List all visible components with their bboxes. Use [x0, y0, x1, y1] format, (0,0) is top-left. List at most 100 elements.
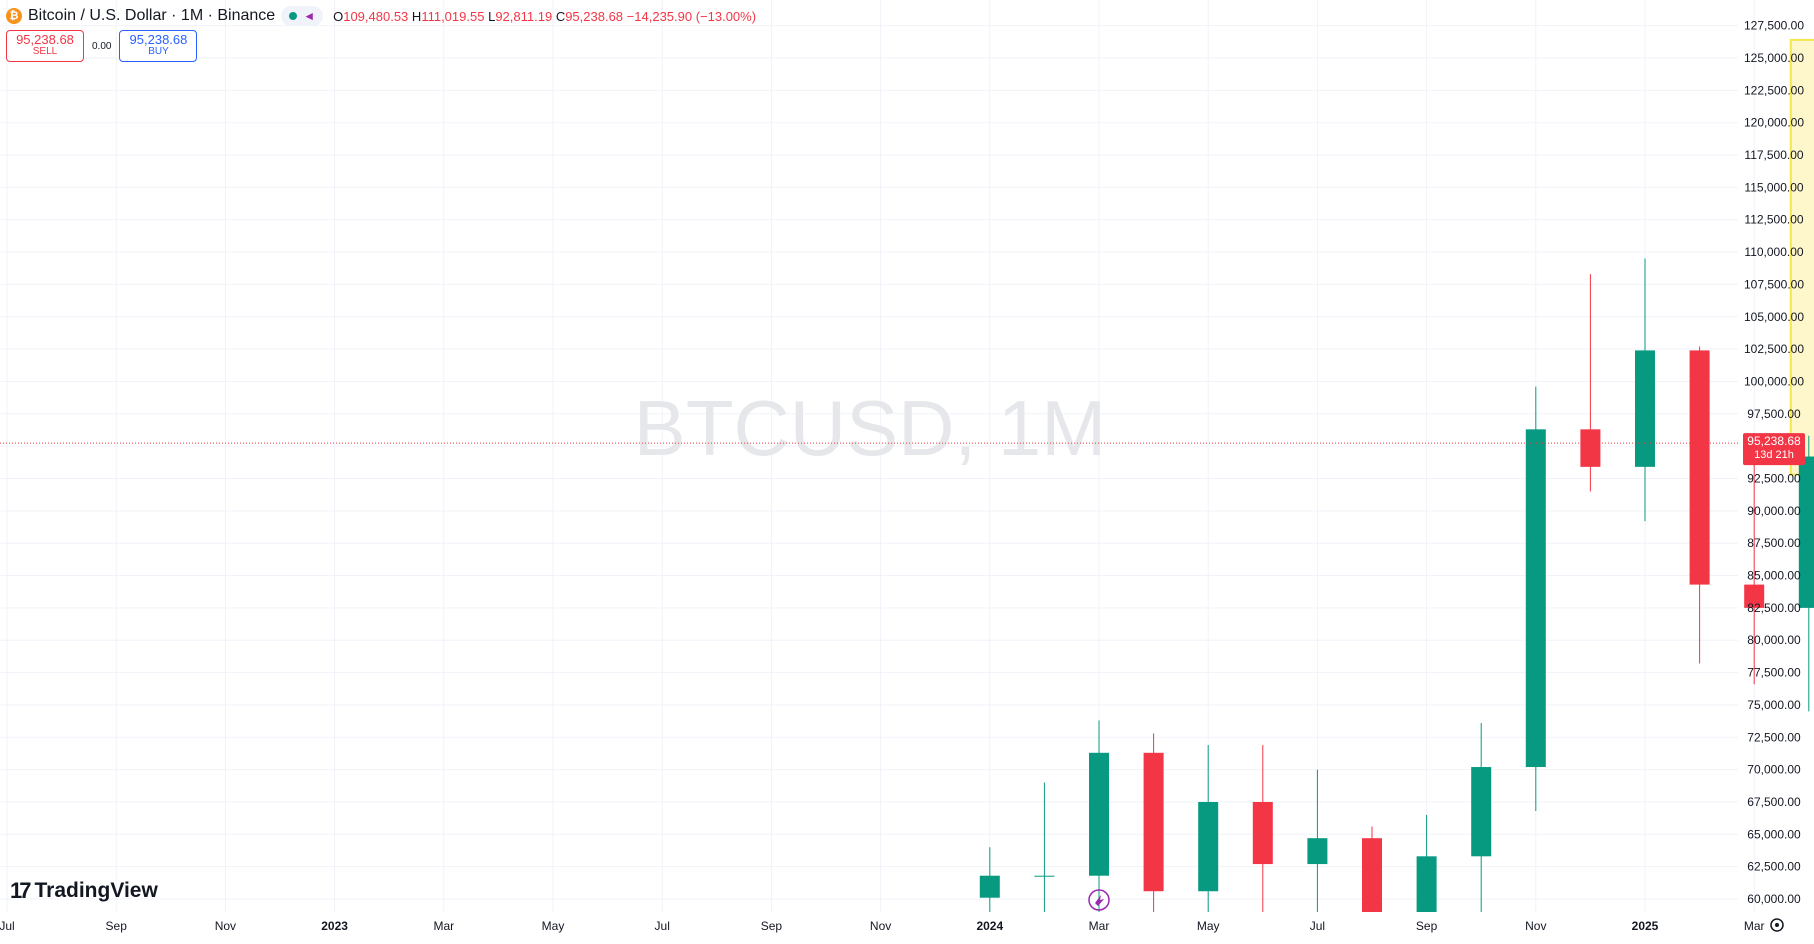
candle-body [1089, 752, 1109, 876]
candle-2024-08[interactable] [1362, 826, 1382, 912]
candle-2024-05[interactable] [1198, 745, 1219, 912]
price-tick-label-21: 112,500.00 [1744, 213, 1803, 227]
candle-body [1416, 856, 1437, 912]
candle-body [1252, 801, 1273, 865]
time-tick-label-1: Sep [106, 919, 128, 933]
price-tick-label-18: 105,000.00 [1744, 310, 1804, 324]
highlight-box[interactable] [1789, 38, 1814, 476]
candle-2024-04[interactable] [1143, 733, 1164, 912]
time-tick-label-16: Mar [1744, 919, 1765, 933]
price-tick-label-7: 77,500.00 [1747, 666, 1801, 680]
trade-panel: 95,238.68 SELL 0.00 95,238.68 BUY [6, 30, 198, 62]
price-tick-label-16: 100,000.00 [1744, 374, 1804, 388]
candle-body [1198, 801, 1219, 892]
candle-2024-06[interactable] [1252, 745, 1273, 912]
bitcoin-icon[interactable]: ₿ [6, 8, 22, 24]
candle-body [979, 875, 1000, 898]
candle-2025-03[interactable] [1744, 446, 1765, 685]
sell-button[interactable]: 95,238.68 SELL [6, 30, 84, 62]
open-value: 109,480.53 [343, 8, 409, 24]
candle-2024-11[interactable] [1525, 386, 1546, 812]
candle-2025-01[interactable] [1635, 258, 1655, 522]
price-tick-label-6: 75,000.00 [1747, 698, 1801, 712]
candle-2024-10[interactable] [1471, 723, 1492, 912]
price-tick-label-25: 122,500.00 [1744, 83, 1804, 97]
price-tick-label-4: 70,000.00 [1747, 763, 1801, 777]
candle-2024-01[interactable] [979, 847, 1000, 912]
price-tick-label-10: 85,000.00 [1747, 569, 1801, 583]
candle-2024-07[interactable] [1307, 769, 1328, 912]
candle-body [1034, 875, 1055, 877]
candle-2024-02[interactable] [1034, 782, 1055, 912]
time-tick-label-7: Sep [761, 919, 783, 933]
time-tick-label-14: Nov [1525, 919, 1546, 933]
candle-body [1689, 350, 1710, 585]
high-value: 111,019.55 [421, 8, 485, 24]
sell-price: 95,238.68 [16, 32, 74, 47]
price-tick-label-12: 90,000.00 [1747, 504, 1801, 518]
price-tick-label-3: 67,500.00 [1747, 795, 1801, 809]
time-tick-label-3: 2023 [321, 919, 348, 933]
time-tick-label-11: May [1197, 919, 1220, 933]
price-axis[interactable]: 60,000.00 62,500.00 65,000.00 67,500.00 70,0… [1744, 19, 1804, 906]
time-tick-label-8: Nov [870, 919, 891, 933]
time-tick-label-4: Mar [433, 919, 454, 933]
time-tick-label-9: 2024 [976, 919, 1003, 933]
price-tick-label-27: 127,500.00 [1744, 19, 1804, 33]
symbol-watermark: BTCUSD, 1M [634, 384, 1106, 472]
price-tick-label-22: 115,000.00 [1744, 180, 1803, 194]
buy-button[interactable]: 95,238.68 BUY [119, 30, 198, 62]
settings-gear-icon[interactable] [1770, 918, 1784, 932]
share-icon: ◄ [303, 9, 316, 23]
time-tick-label-12: Jul [1310, 919, 1325, 933]
change-value: −14,235.90 (−13.00%) [626, 8, 757, 24]
spread-value: 0.00 [92, 40, 112, 52]
candle-2024-12[interactable] [1580, 274, 1601, 492]
candle-2024-09[interactable] [1416, 814, 1437, 912]
price-tick-label-23: 117,500.00 [1744, 148, 1803, 162]
price-tick-label-26: 125,000.00 [1744, 51, 1804, 65]
candle-2024-03[interactable] [1089, 720, 1109, 912]
price-tick-label-20: 110,000.00 [1744, 245, 1803, 259]
time-tick-label-2: Nov [215, 919, 236, 933]
symbol-header: ₿ Bitcoin / U.S. Dollar · 1M · Binance ◄… [6, 4, 756, 28]
symbol-title[interactable]: Bitcoin / U.S. Dollar · 1M · Binance [28, 7, 276, 24]
candle-2025-04[interactable] [1798, 435, 1814, 712]
last-price-value: 95,238.68 [1747, 434, 1801, 448]
last-price-label: 95,238.68 13d 21h [1743, 433, 1805, 466]
candle-body [1362, 838, 1382, 912]
price-tick-label-8: 80,000.00 [1747, 633, 1801, 647]
time-tick-label-0: Jul [0, 919, 15, 933]
price-tick-label-9: 82,500.00 [1747, 601, 1801, 615]
candle-2025-02[interactable] [1689, 346, 1710, 664]
bar-countdown: 13d 21h [1754, 449, 1794, 461]
time-tick-label-10: Mar [1089, 919, 1110, 933]
buy-price: 95,238.68 [129, 32, 188, 47]
price-tick-label-1: 62,500.00 [1747, 860, 1801, 874]
candle-body [1744, 584, 1765, 608]
time-tick-label-6: Jul [655, 919, 670, 933]
tradingview-mark-icon: 17 [10, 878, 32, 903]
time-tick-label-15: 2025 [1632, 919, 1659, 933]
highlight-rectangle[interactable] [1789, 38, 1814, 476]
time-tick-label-5: May [542, 919, 565, 933]
tradingview-logo[interactable]: 17 TradingView [10, 878, 158, 904]
price-tick-label-15: 97,500.00 [1747, 407, 1801, 421]
buy-label: BUY [148, 46, 169, 57]
sell-label: SELL [32, 46, 58, 57]
ai-sparkle-icon[interactable] [1088, 889, 1110, 911]
price-tick-label-0: 60,000.00 [1747, 892, 1801, 906]
market-status[interactable]: ◄ [281, 6, 324, 26]
market-open-dot-icon [289, 12, 298, 20]
candle-body [1143, 752, 1164, 892]
price-tick-label-13: 92,500.00 [1747, 472, 1801, 486]
candle-body [1580, 429, 1601, 467]
price-tick-label-5: 72,500.00 [1747, 730, 1801, 744]
price-tick-label-19: 107,500.00 [1744, 277, 1804, 291]
candle-body [1471, 767, 1492, 857]
candle-body [1525, 429, 1546, 768]
low-value: 92,811.19 [495, 8, 553, 24]
price-tick-label-11: 87,500.00 [1747, 536, 1801, 550]
time-axis[interactable]: Jul Sep Nov 2023 Mar May Jul Sep Nov 2024 Mar May Ju… [0, 919, 1814, 933]
